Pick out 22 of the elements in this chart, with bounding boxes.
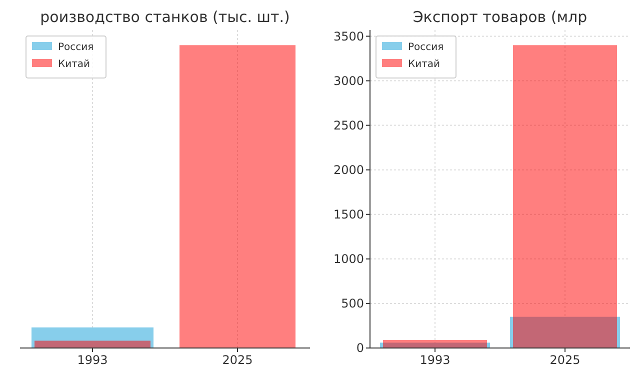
bar — [380, 342, 490, 348]
x-tick-label: 1993 — [77, 353, 108, 367]
y-tick-label: 1500 — [333, 208, 364, 222]
y-tick-label: 3000 — [333, 74, 364, 88]
bar — [513, 45, 617, 348]
y-tick-label: 2000 — [333, 163, 364, 178]
x-tick-label: 2025 — [550, 353, 580, 367]
legend-label: Россия — [408, 42, 444, 53]
bar — [510, 316, 620, 348]
y-tick-label: 3500 — [333, 29, 364, 44]
x-tick-label: 1993 — [420, 353, 450, 367]
chart-title: Экспорт товаров (млр — [412, 8, 588, 26]
chart-title: роизводство станков (тыс. шт.) — [40, 8, 290, 26]
y-tick-label: 2500 — [333, 118, 364, 133]
y-tick-label: 0 — [356, 341, 364, 356]
y-tick-label: 1000 — [333, 252, 364, 266]
legend-label: Китай — [58, 59, 90, 70]
legend-label: Китай — [408, 59, 440, 70]
bar — [383, 340, 487, 348]
y-tick-label: 500 — [341, 296, 364, 311]
x-tick-label: 2025 — [222, 353, 253, 367]
legend-label: Россия — [58, 42, 94, 53]
